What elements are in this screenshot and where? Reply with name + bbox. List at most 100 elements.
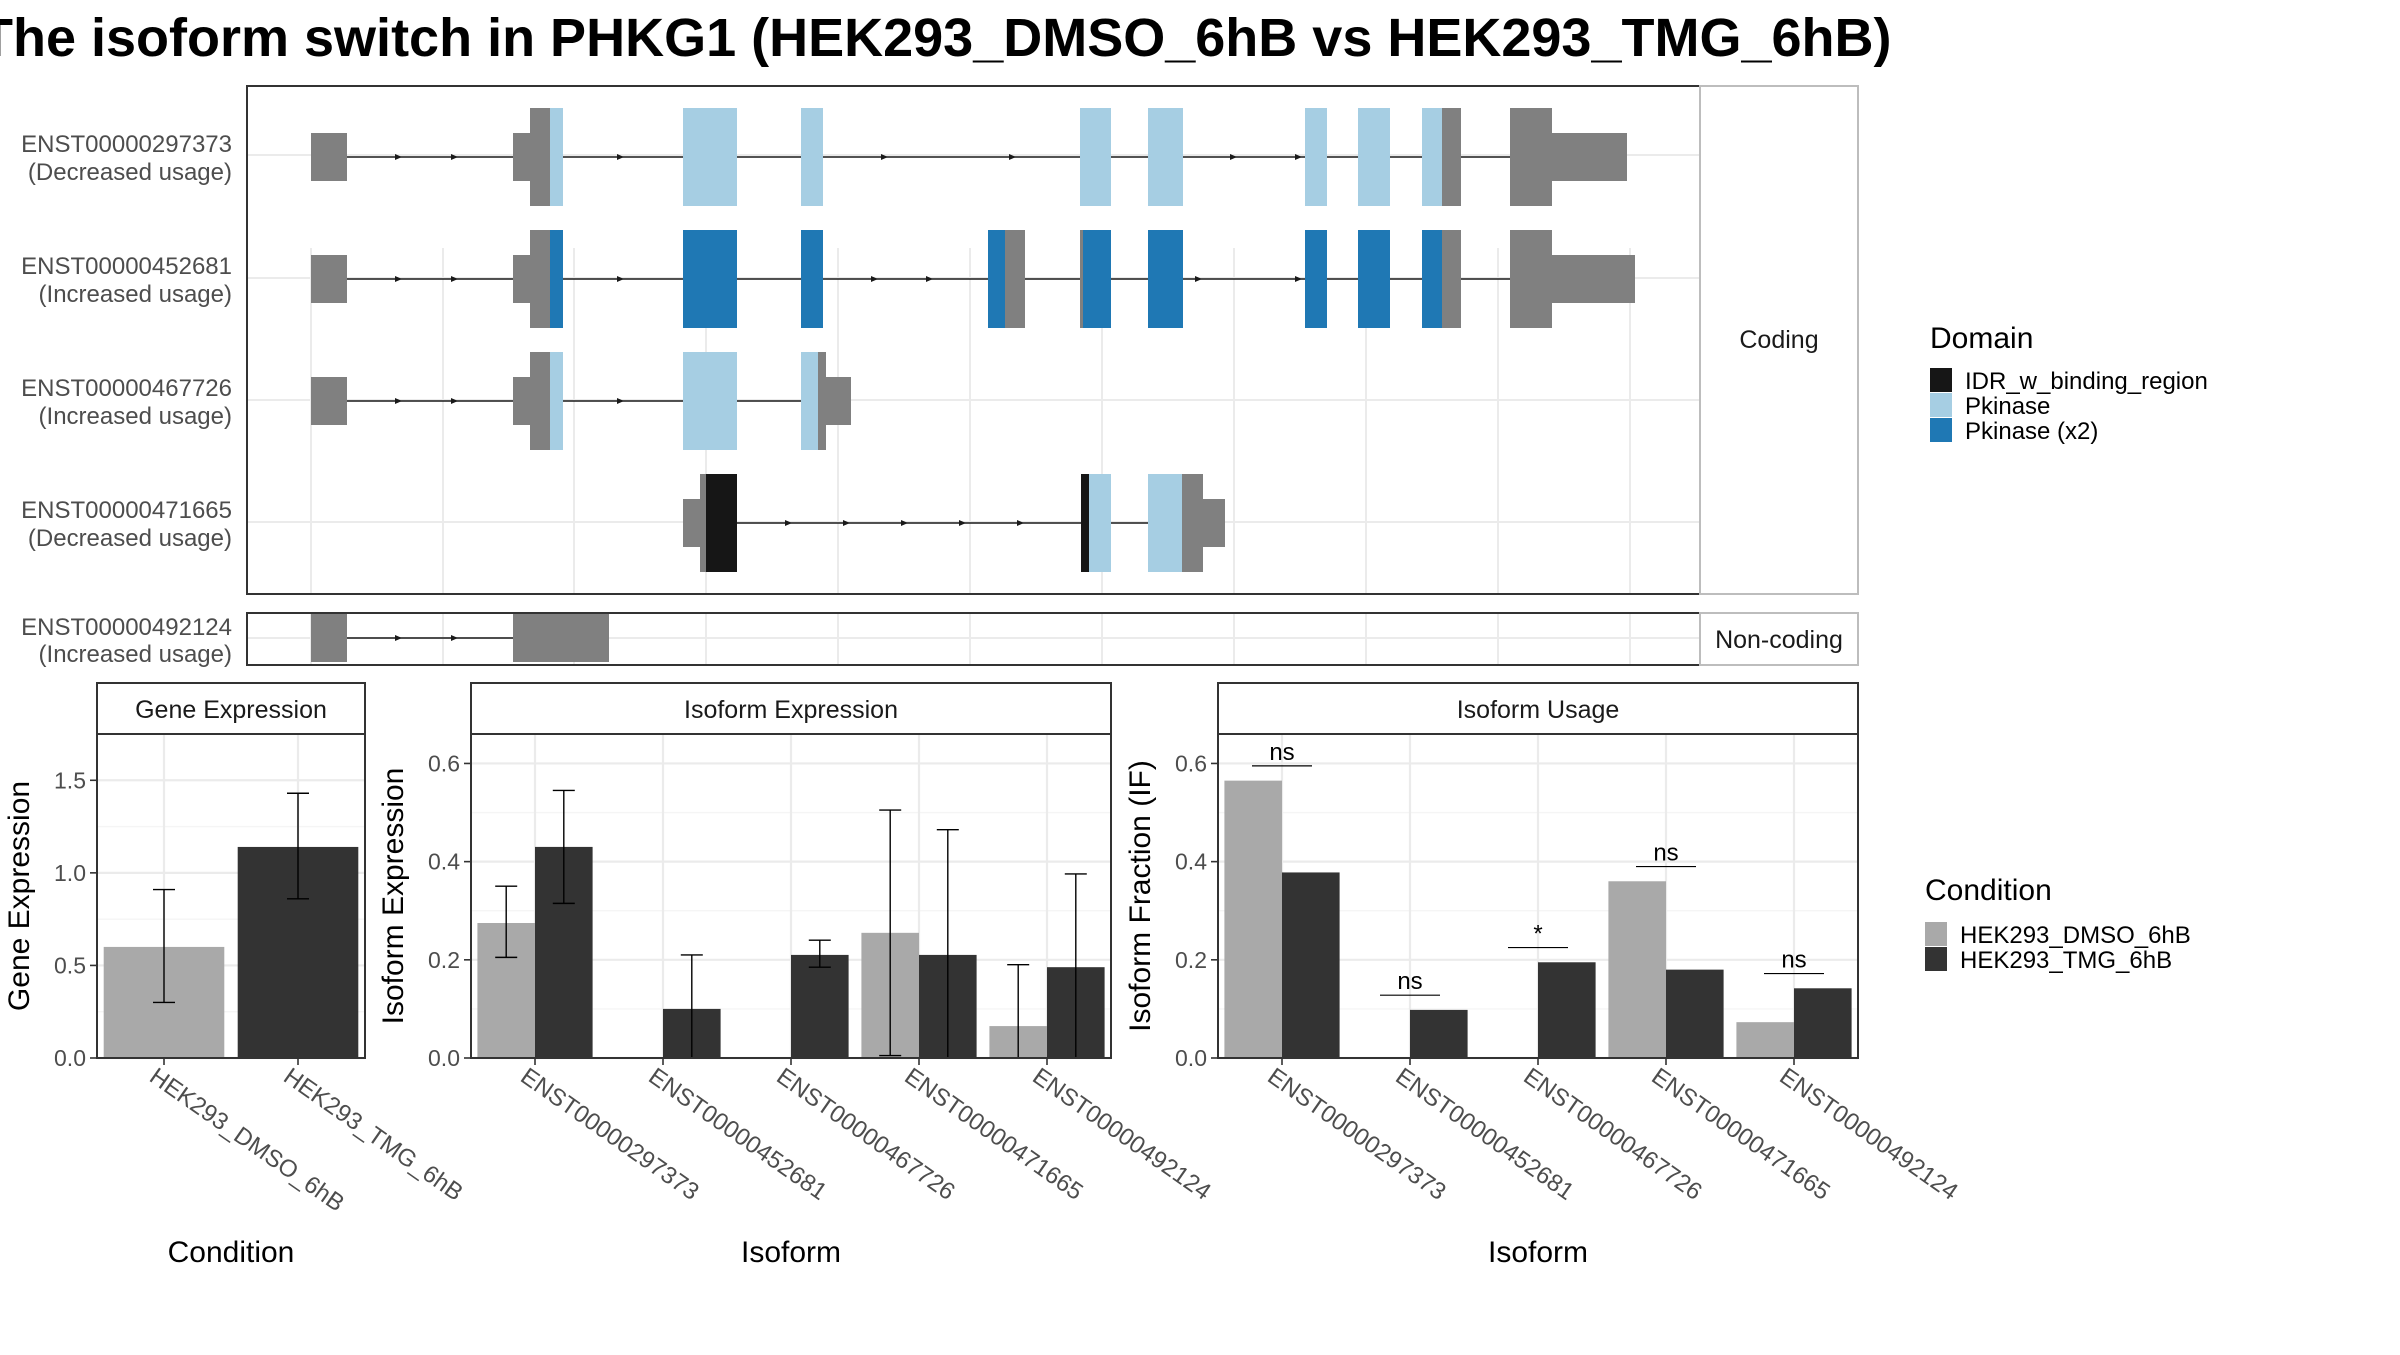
chart0-ytick-label: 0.5 — [54, 952, 86, 978]
chart0-strip — [96, 682, 366, 735]
chart0-y-axis-label: Gene Expression — [3, 781, 36, 1011]
legend-label-tmg: HEK293_TMG_6hB — [1960, 947, 2172, 974]
domain-legend: Domain IDR_w_binding_region Pkinase Pkin… — [1930, 322, 2208, 445]
track-471665-exon — [683, 499, 700, 547]
chart2-significance-label: ns — [1269, 739, 1294, 766]
track-467726-exon — [801, 352, 818, 450]
track-471665-exon — [1182, 474, 1203, 572]
track-452681-exon — [311, 255, 347, 303]
track-297373-exon — [550, 108, 563, 206]
track-471665-exon — [1203, 499, 1225, 547]
transcript-structure-panel: Coding Non-coding ENST00000297373 (Decre… — [21, 85, 1859, 668]
track-452681-strand-arrow — [395, 276, 402, 282]
track-297373-exon — [530, 108, 550, 206]
chart2-bar — [1410, 1009, 1468, 1058]
track-452681-exon — [1358, 230, 1390, 328]
track-452681-strand-arrow — [871, 276, 878, 282]
track-471665-exon — [706, 474, 737, 572]
track-452681-exon — [1552, 255, 1635, 303]
track-usage-467726: (Increased usage) — [39, 403, 232, 430]
chart2-bar — [1282, 872, 1340, 1058]
legend-key-idr — [1930, 368, 1952, 392]
track-297373-exon — [513, 133, 530, 181]
chart2-bar — [1608, 881, 1666, 1058]
coding-panel-frame — [246, 85, 1701, 595]
track-297373-strand-arrow — [451, 154, 458, 160]
legend-key-tmg — [1925, 947, 1947, 971]
bar-charts: Gene Expression0.00.51.01.5HEK293_DMSO_6… — [3, 682, 1963, 1269]
track-471665-strand-arrow — [959, 520, 966, 526]
track-297373-exon — [1552, 133, 1627, 181]
condition-legend-title: Condition — [1925, 874, 2052, 907]
track-452681-exon — [1083, 230, 1111, 328]
track-452681-exon — [1005, 230, 1025, 328]
chart1-ytick-label: 0.4 — [428, 849, 460, 875]
track-492124-strand-arrow — [395, 635, 402, 641]
track-297373-exon — [683, 108, 737, 206]
track-467726-exon — [683, 352, 737, 450]
track-297373-strand-arrow — [1009, 154, 1016, 160]
track-297373-strand-arrow — [881, 154, 888, 160]
chart2-title: Isoform Usage — [1457, 696, 1620, 724]
track-297373-exon — [1422, 108, 1442, 206]
chart0-x-axis-label: Condition — [168, 1236, 295, 1269]
track-467726-exon — [513, 377, 530, 425]
track-452681-strand-arrow — [1295, 276, 1302, 282]
track-452681-strand-arrow — [451, 276, 458, 282]
track-usage-471665: (Decreased usage) — [28, 525, 232, 552]
track-297373-exon — [311, 133, 347, 181]
track-467726-exon — [530, 352, 550, 450]
track-usage-492124: (Increased usage) — [39, 641, 232, 668]
track-471665-exon — [1081, 474, 1089, 572]
chart0-ytick-label: 1.5 — [54, 767, 86, 793]
track-297373-strand-arrow — [395, 154, 402, 160]
chart2-ytick-label: 0.6 — [1175, 750, 1207, 776]
legend-key-pkinase — [1930, 393, 1952, 417]
track-297373-strand-arrow — [617, 154, 624, 160]
chart2-significance-label: ns — [1397, 968, 1422, 995]
track-usage-297373: (Decreased usage) — [28, 159, 232, 186]
chart1-bar — [791, 954, 849, 1058]
track-471665-strand-arrow — [843, 520, 850, 526]
chart2-bar — [1538, 962, 1596, 1058]
track-467726-exon — [311, 377, 347, 425]
track-452681-exon — [1080, 230, 1083, 328]
track-452681-strand-arrow — [926, 276, 933, 282]
chart1-ytick-label: 0.2 — [428, 947, 460, 973]
legend-label-pkinase: Pkinase — [1965, 393, 2050, 420]
track-id-492124: ENST00000492124 — [21, 614, 232, 641]
track-492124-exon — [311, 614, 347, 662]
track-452681-exon — [530, 230, 550, 328]
chart0-ytick-label: 0.0 — [54, 1045, 86, 1071]
chart2-bar — [1224, 780, 1282, 1058]
track-471665-exon — [1089, 474, 1111, 572]
chart1-x-axis-label: Isoform — [741, 1236, 841, 1269]
legend-key-dmso — [1925, 922, 1947, 946]
chart2-x-axis-label: Isoform — [1488, 1236, 1588, 1269]
track-297373-exon — [1305, 108, 1327, 206]
track-471665-strand-arrow — [901, 520, 908, 526]
track-467726-exon — [826, 377, 851, 425]
chart1-title: Isoform Expression — [684, 696, 898, 724]
track-452681-exon — [988, 230, 1005, 328]
chart1-ytick-label: 0.6 — [428, 750, 460, 776]
track-452681-exon — [1422, 230, 1442, 328]
chart2-ytick-label: 0.0 — [1175, 1045, 1207, 1071]
chart2-bar — [1736, 1022, 1794, 1058]
figure-title: The isoform switch in PHKG1 (HEK293_DMSO… — [0, 8, 1892, 68]
noncoding-strip-label: Non-coding — [1715, 626, 1843, 654]
chart1-ytick-label: 0.0 — [428, 1045, 460, 1071]
track-452681-exon — [683, 230, 737, 328]
chart1-strip — [470, 682, 1112, 735]
noncoding-strip — [1699, 612, 1859, 666]
track-452681-exon — [801, 230, 823, 328]
track-467726-exon — [550, 352, 563, 450]
chart2-bar — [1666, 969, 1724, 1058]
track-id-297373: ENST00000297373 — [21, 131, 232, 158]
track-id-471665: ENST00000471665 — [21, 497, 232, 524]
track-467726-exon — [818, 352, 826, 450]
track-492124-exon — [513, 614, 609, 662]
track-471665-exon — [700, 474, 706, 572]
